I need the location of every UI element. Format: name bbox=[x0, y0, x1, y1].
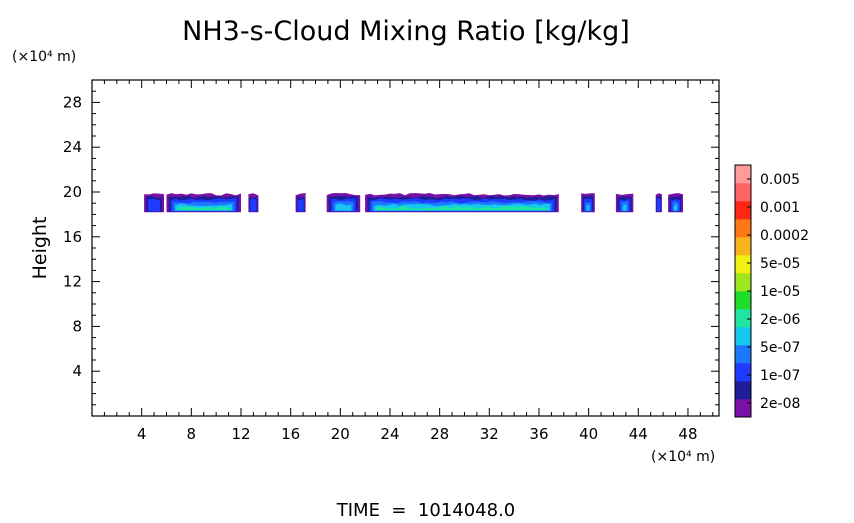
cloud-contour-band bbox=[297, 198, 304, 212]
cloud-segment bbox=[295, 193, 306, 213]
y-axis: 4 8 12 16 20 24 28 bbox=[63, 90, 719, 406]
y-tick-label: 16 bbox=[63, 228, 82, 246]
x-tick-label: 20 bbox=[331, 425, 350, 443]
colorbar-label: 5e-05 bbox=[760, 256, 800, 272]
y-tick-label: 12 bbox=[63, 273, 82, 291]
x-axis: 4 8 12 16 20 24 28 32 36 40 44 48 bbox=[103, 80, 714, 443]
colorbar-swatch bbox=[735, 345, 751, 364]
y-tick-label: 24 bbox=[63, 138, 82, 156]
x-tick-label: 4 bbox=[137, 425, 147, 443]
chart-title: NH3-s-Cloud Mixing Ratio [kg/kg] bbox=[182, 16, 630, 47]
cloud-segment bbox=[581, 193, 595, 213]
x-tick-label: 28 bbox=[430, 425, 449, 443]
y-tick-label: 4 bbox=[72, 362, 82, 380]
colorbar-swatch bbox=[735, 399, 751, 418]
x-tick-label: 12 bbox=[231, 425, 250, 443]
x-tick-label: 36 bbox=[529, 425, 548, 443]
colorbar-swatch bbox=[735, 219, 751, 238]
cloud-segment bbox=[615, 193, 634, 213]
x-tick-label: 16 bbox=[281, 425, 300, 443]
cloud-segment bbox=[166, 193, 241, 213]
colorbar-swatch bbox=[735, 327, 751, 346]
colorbar-swatch bbox=[735, 381, 751, 400]
colorbar-swatch bbox=[735, 291, 751, 310]
cloud-contour-band bbox=[586, 204, 590, 211]
cloud-contour-band bbox=[674, 204, 677, 211]
cloud-contour-band bbox=[622, 204, 627, 211]
cloud-contour-band bbox=[177, 206, 230, 211]
cloud-contour-band bbox=[148, 199, 160, 212]
cloud-segment bbox=[326, 193, 361, 213]
cloud-contour-band bbox=[656, 198, 661, 212]
x-tick-label: 40 bbox=[579, 425, 598, 443]
x-tick-label: 44 bbox=[629, 425, 648, 443]
time-footer: TIME = 1014048.0 bbox=[336, 500, 516, 519]
colorbar-label: 0.0002 bbox=[760, 228, 809, 244]
cloud-layer bbox=[144, 193, 683, 213]
cloud-segment bbox=[144, 193, 164, 213]
cloud-contour-band bbox=[376, 206, 548, 211]
colorbar-swatch bbox=[735, 201, 751, 220]
cloud-segment bbox=[655, 193, 662, 213]
colorbar-label: 2e-06 bbox=[760, 312, 800, 328]
cloud-segment bbox=[248, 193, 259, 213]
y-tick-label: 28 bbox=[63, 93, 82, 111]
cloud-contour-band bbox=[250, 198, 257, 212]
y-tick-label: 20 bbox=[63, 183, 82, 201]
colorbar-swatch bbox=[735, 273, 751, 292]
colorbar-label: 5e-07 bbox=[760, 340, 800, 356]
colorbar-label: 0.001 bbox=[760, 200, 800, 216]
colorbar-swatch bbox=[735, 183, 751, 202]
y-axis-unit: (×10⁴ m) bbox=[12, 49, 76, 65]
colorbar-swatch bbox=[735, 309, 751, 328]
cloud-segment bbox=[365, 193, 559, 213]
colorbar-label: 0.005 bbox=[760, 172, 800, 188]
colorbar-swatch bbox=[735, 237, 751, 256]
x-tick-label: 48 bbox=[678, 425, 697, 443]
y-tick-label: 8 bbox=[72, 317, 82, 335]
cloud-contour-band bbox=[335, 203, 352, 211]
y-axis-label: Height bbox=[29, 217, 51, 280]
colorbar: 0.005 0.001 0.0002 5e-05 1e-05 2e-06 5e-07 1e-0… bbox=[734, 164, 809, 418]
x-tick-label: 24 bbox=[380, 425, 399, 443]
colorbar-swatch bbox=[735, 165, 751, 184]
plot-frame bbox=[91, 79, 720, 417]
colorbar-label: 2e-08 bbox=[760, 396, 800, 412]
colorbar-label: 1e-07 bbox=[760, 368, 800, 384]
x-tick-label: 8 bbox=[187, 425, 197, 443]
x-tick-label: 32 bbox=[480, 425, 499, 443]
colorbar-swatch bbox=[735, 255, 751, 274]
colorbar-swatch bbox=[735, 363, 751, 382]
cloud-segment bbox=[668, 193, 683, 213]
x-axis-unit: (×10⁴ m) bbox=[651, 449, 715, 465]
colorbar-label: 1e-05 bbox=[760, 284, 800, 300]
